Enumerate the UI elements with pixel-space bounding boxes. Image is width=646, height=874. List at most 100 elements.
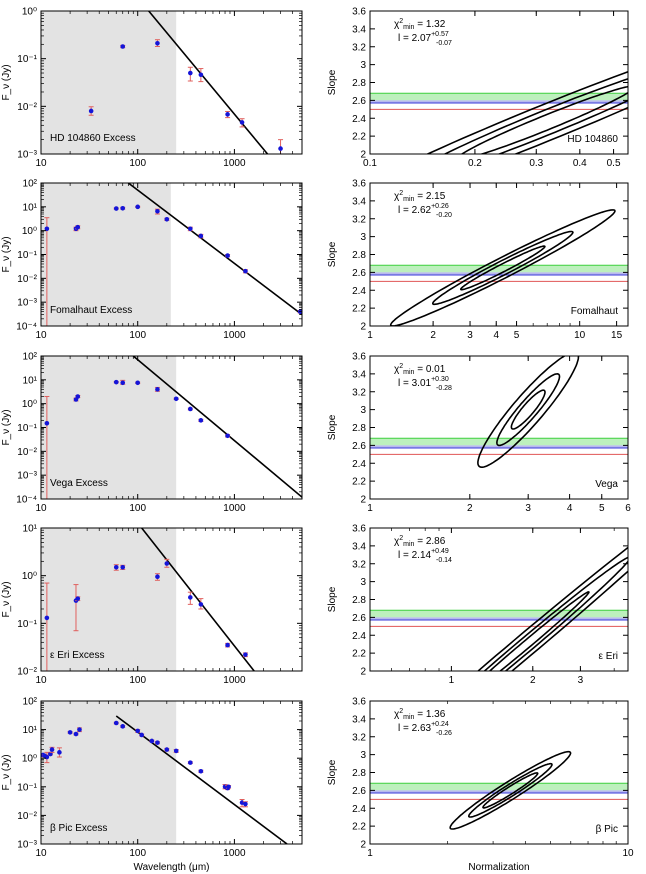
panel-label: Fomalhaut Excess — [50, 305, 132, 316]
chi2-sub: min — [403, 24, 414, 31]
y-tick-label: 2.2 — [352, 649, 366, 660]
power-law-fit-line — [127, 183, 302, 316]
data-point — [139, 732, 145, 738]
confidence-contour — [459, 245, 546, 291]
chi2-value: = 0.01 — [414, 364, 445, 375]
data-point — [198, 768, 204, 774]
panel-label: HD 104860 Excess — [50, 133, 136, 144]
data-point — [120, 564, 126, 570]
data-point — [225, 112, 230, 117]
data-point — [164, 561, 170, 566]
y-tick-label: 10⁻² — [17, 274, 37, 285]
chi2-symbol: χ — [394, 191, 400, 202]
y-tick-label: 10⁰ — [22, 399, 37, 410]
y-tick-label: 3.2 — [352, 387, 366, 398]
chi2-sub: min — [403, 196, 414, 203]
l-minus: -0.28 — [436, 385, 452, 392]
y-tick-label: 2 — [360, 840, 366, 851]
y-tick-label: 2.6 — [352, 613, 366, 624]
data-point — [113, 206, 119, 211]
y-tick-label: 10¹ — [23, 524, 38, 535]
y-tick-label: 2.6 — [352, 96, 366, 107]
data-point — [198, 418, 204, 423]
chi2-sub: min — [403, 541, 414, 548]
y-tick-label: 3.2 — [352, 214, 366, 225]
sed-panel: 10 100 1000 10⁻³ 10⁻² 10⁻¹ 10⁰ F_ν (Jy) HD 10486… — [1, 7, 303, 169]
y-tick-label: 3.2 — [352, 732, 366, 743]
y-tick-label: 2.2 — [352, 477, 366, 488]
blue-band — [370, 445, 628, 449]
data-point — [75, 224, 81, 230]
data-point — [225, 253, 230, 258]
y-tick-label: 3 — [360, 577, 366, 588]
data-point — [155, 41, 160, 46]
data-point — [88, 108, 94, 114]
sed-panel: 10 100 1000 10⁻⁴ 10⁻³ 10⁻² 10⁻¹ 10⁰ 10¹ 10² F_ν (J… — [1, 179, 303, 341]
confidence-contour — [477, 356, 580, 469]
y-tick-label: 3.6 — [352, 352, 366, 363]
chi2-sup: 2 — [399, 363, 403, 370]
y-tick-label: 10⁻² — [17, 102, 37, 113]
data-point — [243, 801, 248, 807]
y-tick-label: 2.8 — [352, 250, 366, 261]
y-axis-title: Slope — [327, 759, 338, 785]
y-tick-label: 3 — [360, 60, 366, 71]
l-value-label: l = 3.01+0.30 — [398, 376, 449, 389]
x-tick-label: 3 — [578, 675, 584, 686]
l-symbol: l = 3.01 — [398, 378, 432, 389]
data-point — [113, 720, 119, 726]
y-tick-label: 10⁰ — [22, 754, 37, 765]
panel-label: Vega Excess — [50, 478, 108, 489]
x-tick-label: 10 — [35, 503, 47, 514]
confidence-contour — [460, 85, 628, 154]
y-tick-label: 10⁰ — [22, 226, 37, 237]
x-tick-label: 3 — [467, 330, 473, 341]
chi2-label: χ2min = 1.36 — [394, 708, 446, 721]
data-point — [155, 574, 160, 580]
y-tick-label: 10⁻⁴ — [16, 495, 37, 506]
y-tick-label: 10⁰ — [22, 571, 37, 582]
shaded-region — [41, 528, 177, 671]
x-tick-label: 100 — [129, 503, 146, 514]
y-tick-label: 10⁻³ — [17, 840, 37, 851]
chi2-sub: min — [403, 369, 414, 376]
data-point — [173, 748, 179, 754]
y-tick-label: 2 — [360, 495, 366, 506]
y-tick-label: 10⁻¹ — [17, 54, 37, 65]
data-point — [135, 380, 141, 386]
y-tick-label: 10² — [23, 697, 38, 708]
data-point — [113, 379, 119, 385]
plot-frame — [40, 10, 303, 155]
x-axis-title: Normalization — [468, 862, 529, 873]
x-tick-label: 4 — [493, 330, 499, 341]
y-tick-label: 3.6 — [352, 697, 366, 708]
power-law-fit-line — [148, 11, 269, 154]
y-tick-label: 2.8 — [352, 768, 366, 779]
l-plus: +0.49 — [431, 548, 449, 555]
y-tick-label: 3.2 — [352, 559, 366, 570]
confidence-contour — [425, 70, 628, 154]
confidence-contour — [449, 750, 572, 830]
y-tick-label: 10⁻² — [17, 667, 37, 678]
y-tick-label: 10⁻¹ — [17, 782, 37, 793]
x-tick-label: 0.3 — [529, 158, 543, 169]
y-axis-title: Slope — [327, 414, 338, 440]
fit-panel: 1 2 3 4 5 622.22.42.62.833.23.43.6Slopeχ2min … — [327, 352, 631, 515]
chi2-sup: 2 — [399, 190, 403, 197]
x-tick-label: 1000 — [223, 675, 246, 686]
y-axis-title: F_ν (Jy) — [1, 236, 12, 272]
y-axis-title: Slope — [327, 69, 338, 95]
plot-area — [41, 11, 284, 154]
y-tick-label: 3 — [360, 232, 366, 243]
x-tick-label: 10 — [35, 848, 47, 859]
y-tick-label: 10⁻¹ — [17, 250, 37, 261]
confidence-contour — [389, 209, 616, 326]
data-point — [173, 396, 179, 402]
y-tick-label: 2.6 — [352, 786, 366, 797]
chi2-label: χ2min = 2.86 — [394, 535, 446, 548]
confidence-contour — [476, 546, 628, 671]
l-value-label: l = 2.62+0.26 — [398, 203, 449, 216]
green-band — [370, 610, 628, 618]
